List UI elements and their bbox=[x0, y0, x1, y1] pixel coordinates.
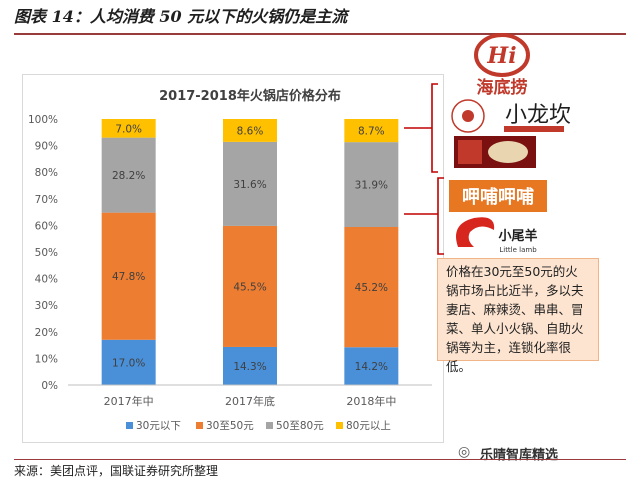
y-tick-label: 100% bbox=[28, 114, 58, 126]
legend-label: 50至80元 bbox=[276, 420, 324, 432]
legend-swatch bbox=[266, 422, 273, 429]
xiabu-name: 呷哺呷哺 bbox=[462, 186, 534, 208]
data-label: 45.2% bbox=[355, 282, 388, 294]
bar-segment bbox=[101, 119, 156, 138]
legend-label: 80元以上 bbox=[346, 420, 391, 432]
footer-rule bbox=[14, 459, 626, 460]
bar-segment bbox=[344, 347, 399, 385]
haidilao-logo-text: Hi bbox=[486, 43, 516, 69]
y-tick-label: 40% bbox=[35, 274, 58, 286]
bar-segment bbox=[223, 141, 277, 226]
y-tick-label: 80% bbox=[35, 167, 58, 179]
chart-title: 2017-2018年火锅店价格分布 bbox=[159, 88, 341, 104]
y-tick-label: 90% bbox=[35, 141, 58, 153]
data-label: 28.2% bbox=[112, 170, 145, 182]
header-rule bbox=[14, 33, 626, 35]
watermark-text: 乐晴智库精选 bbox=[480, 448, 559, 463]
little-lamb-en: Little lamb bbox=[499, 246, 537, 254]
bar-segment bbox=[101, 137, 156, 213]
bar-segment bbox=[344, 226, 399, 348]
x-tick-label: 2018年中 bbox=[346, 394, 396, 408]
y-tick-label: 10% bbox=[35, 353, 58, 365]
haidilao-logo: Hi 海底捞 bbox=[474, 33, 530, 98]
figure-header: 图表 14：人均消费 50 元以下的火锅仍是主流 bbox=[14, 3, 626, 31]
x-tick-label: 2017年底 bbox=[225, 394, 275, 408]
wechat-icon: ◎ bbox=[458, 444, 471, 460]
source-note: 来源：美团点评，国联证券研究所整理 bbox=[14, 464, 219, 478]
legend-label: 30元以下 bbox=[136, 420, 181, 432]
data-label: 14.2% bbox=[355, 361, 388, 373]
data-label: 8.7% bbox=[358, 126, 385, 138]
data-label: 14.3% bbox=[233, 361, 266, 373]
bar-segment bbox=[101, 339, 156, 385]
data-label: 45.5% bbox=[233, 281, 266, 293]
bar-segment bbox=[101, 212, 156, 340]
bar-segment bbox=[223, 225, 277, 347]
y-tick-label: 70% bbox=[35, 194, 58, 206]
xiabu-logo: 呷哺呷哺 bbox=[449, 180, 547, 212]
bracket-group-top bbox=[404, 83, 438, 173]
legend-label: 30至50元 bbox=[206, 420, 254, 432]
y-tick-label: 30% bbox=[35, 300, 58, 312]
bar-segment bbox=[344, 142, 399, 227]
y-tick-label: 50% bbox=[35, 247, 58, 259]
legend-swatch bbox=[196, 422, 203, 429]
y-tick-label: 20% bbox=[35, 327, 58, 339]
haidilao-name: 海底捞 bbox=[477, 77, 528, 98]
y-tick-label: 60% bbox=[35, 220, 58, 232]
data-label: 17.0% bbox=[112, 357, 145, 369]
bar-segment bbox=[344, 119, 399, 143]
xiaolongkan-logo: 小龙坎 bbox=[451, 99, 571, 133]
annotation-box: 价格在30元至50元的火锅市场占比近半，多以夫妻店、麻辣烫、串串、冒菜、单人小火… bbox=[437, 258, 599, 374]
figure-title: 图表 14：人均消费 50 元以下的火锅仍是主流 bbox=[14, 7, 348, 26]
annotation-text: 价格在30元至50元的火锅市场占比近半，多以夫妻店、麻辣烫、串串、冒菜、单人小火… bbox=[446, 264, 584, 374]
legend-swatch bbox=[126, 422, 133, 429]
legend-swatch bbox=[336, 422, 343, 429]
little-lamb-name: 小尾羊 bbox=[498, 228, 537, 244]
little-lamb-logo: 小尾羊 Little lamb bbox=[456, 217, 538, 254]
data-label: 31.6% bbox=[233, 179, 266, 191]
data-label: 31.9% bbox=[355, 180, 388, 192]
spicy-world-logo bbox=[454, 136, 536, 168]
x-tick-label: 2017年中 bbox=[104, 394, 154, 408]
data-label: 47.8% bbox=[112, 271, 145, 283]
data-label: 8.6% bbox=[237, 125, 264, 137]
xiaolongkan-name: 小龙坎 bbox=[505, 103, 571, 128]
bar-segment bbox=[223, 346, 277, 385]
bar-segment bbox=[223, 119, 277, 142]
bracket-group-bottom bbox=[404, 177, 444, 255]
data-label: 7.0% bbox=[115, 123, 142, 135]
y-tick-label: 0% bbox=[41, 380, 58, 392]
